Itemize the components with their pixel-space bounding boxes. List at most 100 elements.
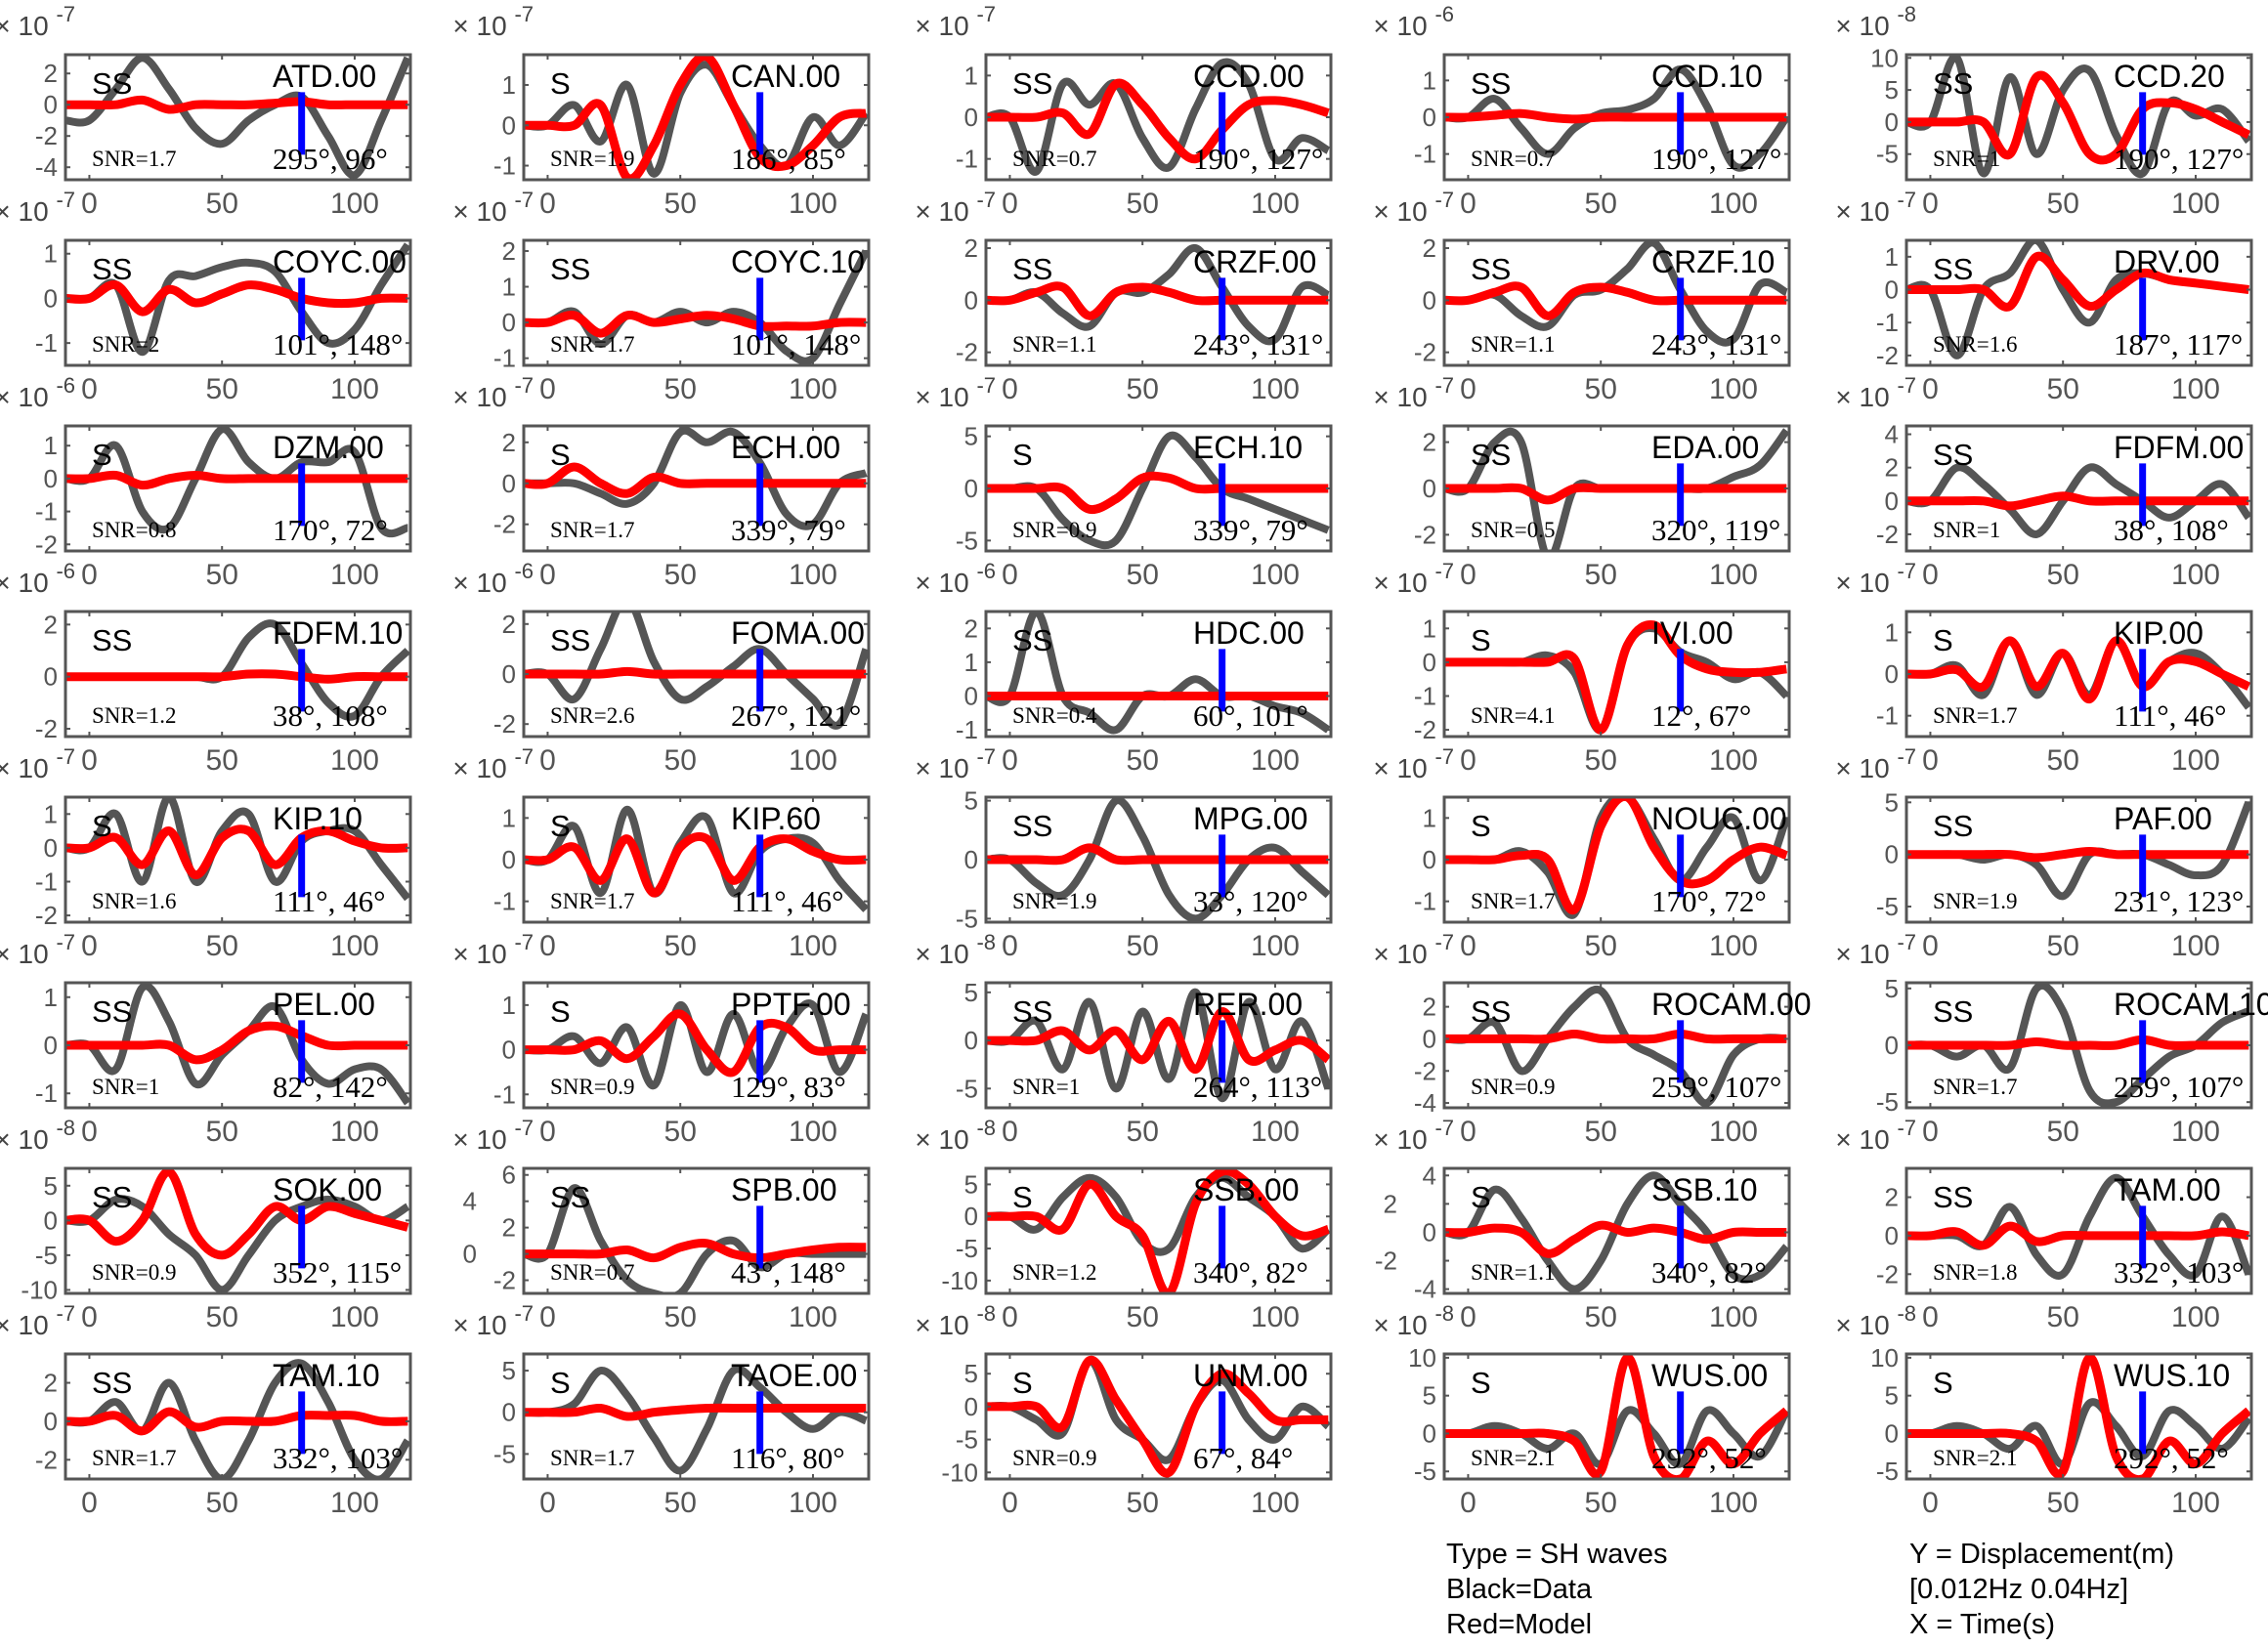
y-tick-label: 4 xyxy=(1885,420,1899,449)
y-exponent-label: × 10 -7 xyxy=(1373,744,1454,783)
azimuth-distance-label: 190°, 127° xyxy=(2114,142,2244,176)
y-tick-label: -1 xyxy=(35,866,58,896)
phase-label: S xyxy=(1933,623,1953,657)
y-tick-label: 1 xyxy=(502,991,516,1020)
plot-content xyxy=(524,1184,867,1293)
x-tick-label: 100 xyxy=(2171,744,2220,777)
station-label: COYC.00 xyxy=(273,244,407,279)
plot-area xyxy=(524,240,869,365)
x-tick-label: 100 xyxy=(330,1116,379,1148)
azimuth-distance-label: 33°, 120° xyxy=(1193,884,1308,918)
y-tick-label: 0 xyxy=(1885,1221,1899,1250)
station-label: CCD.10 xyxy=(1651,59,1763,94)
azimuth-distance-label: 67°, 84° xyxy=(1193,1441,1293,1475)
y-tick-label: 1 xyxy=(44,799,58,828)
x-tick-label: 100 xyxy=(2171,373,2220,405)
y-tick-label: 1 xyxy=(502,803,516,832)
plot-content xyxy=(524,55,869,180)
axes-frame xyxy=(984,238,1333,367)
x-tick-label: 100 xyxy=(330,744,379,777)
y-tick-label: 0 xyxy=(964,1026,978,1055)
x-tick-label: 0 xyxy=(81,1487,98,1519)
y-exponent-label: × 10 -6 xyxy=(915,559,996,598)
phase-label: SS xyxy=(550,1180,590,1214)
axes-frame xyxy=(1904,1166,2253,1295)
axes-frame xyxy=(64,424,412,553)
panel-rocam-00: 0 50 100-4-202× 10 -7SSSNR=0.9ROCAM.00259°… xyxy=(1373,930,1811,1148)
exponent-value: -7 xyxy=(976,744,996,769)
azimuth-distance-label: 190°, 127° xyxy=(1193,142,1323,176)
panel-tam-00: 0 50 100 -2 0 2 × 10 -7 SS SNR=1.8 TAM.00 332°, 10… xyxy=(1835,1116,2253,1333)
x-tick-label: 50 xyxy=(664,1301,697,1333)
station-label: PPTF.00 xyxy=(731,987,851,1022)
exponent-value: -7 xyxy=(514,930,534,954)
phase-label: S xyxy=(550,1366,571,1400)
y-tick-label: -1 xyxy=(493,151,516,181)
x-tick-label: 50 xyxy=(2047,559,2079,591)
y-exponent-label: × 10 -7 xyxy=(1835,559,1916,598)
model-waveform xyxy=(524,55,867,180)
phase-label: SS xyxy=(92,994,132,1029)
azimuth-distance-label: 101°, 148° xyxy=(273,327,403,361)
x-tick-label: 100 xyxy=(1709,559,1758,591)
y-tick-label: -10 xyxy=(941,1266,978,1295)
axes-frame xyxy=(64,1352,412,1481)
legend-line: Y = Displacement(m) xyxy=(1909,1539,2174,1570)
y-tick-label: 5 xyxy=(964,786,978,816)
y-tick-label: 0 xyxy=(1885,840,1899,869)
x-tick-label: 0 xyxy=(81,744,98,777)
y-tick-label: -5 xyxy=(35,1241,58,1270)
snr-label: SNR=4.1 xyxy=(1471,703,1555,728)
x-tick-label: 50 xyxy=(1585,1487,1617,1519)
exponent-value: -8 xyxy=(1897,1301,1916,1326)
snr-label: SNR=0.5 xyxy=(1471,518,1555,542)
x-tick-label: 100 xyxy=(789,744,837,777)
station-label: DZM.00 xyxy=(273,430,384,465)
y-exponent-label: × 10 -7 xyxy=(1373,559,1454,598)
y-tick-label: -1 xyxy=(1414,140,1436,169)
y-tick-label: -1 xyxy=(1414,681,1436,710)
plot-content xyxy=(524,1365,868,1475)
y-tick-label: -2 xyxy=(35,529,58,559)
plot-content xyxy=(524,612,869,730)
plot-area xyxy=(1906,426,2251,551)
y-tick-label: 2 xyxy=(1885,1183,1899,1212)
station-label: FOMA.00 xyxy=(731,615,865,651)
x-tick-label: 50 xyxy=(206,744,238,777)
y-tick-label: -1 xyxy=(1414,887,1436,916)
axes-frame xyxy=(1904,53,2253,182)
azimuth-distance-label: 186°, 85° xyxy=(731,142,846,176)
y-tick-label: -10 xyxy=(21,1275,58,1304)
y-tick-label: -2 xyxy=(1414,715,1436,744)
azimuth-distance-label: 332°, 103° xyxy=(273,1441,403,1475)
azimuth-distance-label: 38°, 108° xyxy=(273,698,388,733)
x-tick-label: 0 xyxy=(1460,930,1476,962)
x-tick-label: 0 xyxy=(1460,744,1476,777)
x-tick-label: 0 xyxy=(1002,559,1018,591)
snr-label: SNR=0.4 xyxy=(1012,703,1097,728)
y-tick-label: -2 xyxy=(956,338,978,367)
x-tick-label: 0 xyxy=(1002,1487,1018,1519)
station-label: HDC.00 xyxy=(1193,615,1305,651)
plot-content xyxy=(1906,1354,2251,1479)
model-waveform xyxy=(1444,108,1787,124)
exponent-value: -7 xyxy=(514,1116,534,1140)
azimuth-distance-label: 264°, 113° xyxy=(1193,1070,1322,1104)
azimuth-distance-label: 231°, 123° xyxy=(2114,884,2244,918)
x-tick-label: 100 xyxy=(1251,373,1300,405)
model-waveform xyxy=(986,1007,1331,1075)
y-exponent-label: × 10 -7 xyxy=(915,744,996,783)
model-waveform xyxy=(1444,797,1788,914)
y-tick-label: 5 xyxy=(44,1171,58,1201)
y-tick-label: 0 xyxy=(502,845,516,874)
axes-frame xyxy=(984,610,1333,739)
plot-content xyxy=(1906,800,2251,901)
y-tick-label: 1 xyxy=(44,431,58,460)
phase-label: SS xyxy=(1471,252,1511,286)
axes-frame xyxy=(1442,238,1791,367)
